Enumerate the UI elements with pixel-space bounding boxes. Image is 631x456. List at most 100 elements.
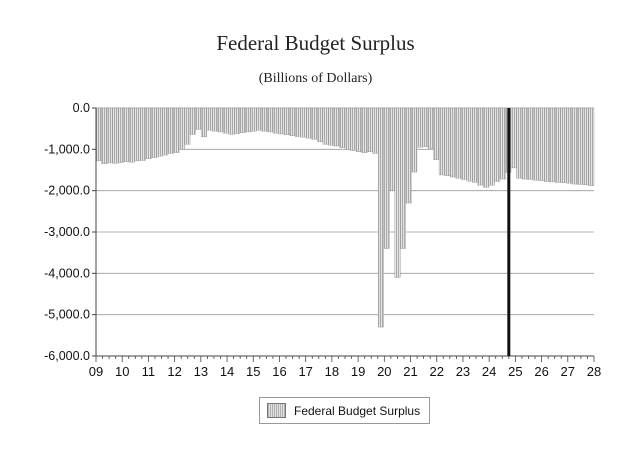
bar <box>162 107 169 156</box>
bar <box>411 107 418 173</box>
bar <box>278 107 285 135</box>
bar <box>577 107 584 185</box>
bar <box>306 107 312 139</box>
bar <box>472 107 478 183</box>
bar <box>477 107 484 186</box>
bar <box>250 107 257 132</box>
y-tick-label: -3,000.0 <box>44 225 90 239</box>
bar <box>444 107 451 176</box>
bar <box>461 107 467 180</box>
bar <box>112 107 119 164</box>
bar <box>588 107 595 186</box>
bar <box>178 107 185 150</box>
bar <box>200 107 207 138</box>
bar <box>416 107 423 148</box>
bar <box>499 107 506 180</box>
bar <box>366 107 373 152</box>
bar <box>566 107 573 184</box>
bar <box>516 107 523 179</box>
bar <box>189 107 196 135</box>
x-tick-label: 19 <box>351 364 365 379</box>
bar <box>378 107 384 328</box>
bar <box>538 107 545 181</box>
bar <box>151 107 158 158</box>
bar <box>195 107 202 130</box>
bar <box>145 107 152 160</box>
legend-label: Federal Budget Surplus <box>294 403 421 418</box>
bar <box>245 107 252 133</box>
bar <box>206 107 213 131</box>
y-tick-label: -6,000.0 <box>44 349 90 363</box>
x-tick-label: 17 <box>298 364 312 379</box>
x-tick-label: 12 <box>167 364 181 379</box>
bar <box>184 107 191 145</box>
y-tick-label: 0.0 <box>73 101 90 115</box>
bar <box>527 107 534 180</box>
bar <box>272 107 279 134</box>
bar <box>494 107 501 182</box>
chart-subtitle: (Billions of Dollars) <box>258 71 373 86</box>
bar <box>361 107 368 153</box>
x-tick-label: 10 <box>115 364 129 379</box>
bar <box>228 107 235 135</box>
bar <box>571 107 578 185</box>
bar <box>101 107 108 164</box>
bar <box>339 107 346 148</box>
x-tick-label: 20 <box>377 364 391 379</box>
bar <box>322 107 329 145</box>
bar <box>300 107 307 138</box>
bar <box>510 107 517 169</box>
bar <box>427 107 434 149</box>
bar <box>560 107 567 183</box>
bar <box>344 107 351 150</box>
bar <box>256 107 263 131</box>
bar <box>405 107 412 204</box>
bar <box>173 107 180 153</box>
bar <box>261 107 268 132</box>
bar <box>167 107 174 154</box>
x-tick-label: 18 <box>325 364 339 379</box>
bar <box>134 107 141 162</box>
bar <box>212 107 218 132</box>
bar <box>333 107 340 147</box>
bar <box>438 107 445 176</box>
bar <box>433 107 440 160</box>
x-tick-label: 16 <box>272 364 286 379</box>
y-tick-label: -1,000.0 <box>44 142 90 156</box>
bar <box>283 107 290 136</box>
y-tick-label: -5,000.0 <box>44 308 90 322</box>
x-tick-label: 27 <box>561 364 575 379</box>
chart-title: Federal Budget Surplus <box>216 31 415 55</box>
x-tick-label: 23 <box>456 364 470 379</box>
bar <box>317 107 324 143</box>
bar <box>267 107 274 133</box>
x-tick-label: 22 <box>430 364 444 379</box>
bar <box>355 107 362 152</box>
y-tick-label: -2,000.0 <box>44 184 90 198</box>
bar <box>455 107 462 179</box>
x-tick-label: 09 <box>89 364 103 379</box>
bar <box>223 107 229 134</box>
bar <box>549 107 556 183</box>
bar <box>311 107 318 140</box>
bar <box>140 107 146 161</box>
x-tick-label: 13 <box>194 364 208 379</box>
bar <box>483 107 490 188</box>
x-tick-label: 24 <box>482 364 496 379</box>
bar <box>117 107 124 163</box>
legend: Federal Budget Surplus <box>259 397 430 424</box>
x-tick-label: 25 <box>508 364 522 379</box>
bar <box>106 107 113 164</box>
bar <box>544 107 550 182</box>
bar <box>217 107 224 133</box>
x-tick-label: 26 <box>534 364 548 379</box>
bar <box>328 107 335 146</box>
bar <box>239 107 246 133</box>
bar <box>400 107 407 249</box>
bar <box>129 107 135 163</box>
bar <box>156 107 163 157</box>
bar <box>582 107 589 186</box>
bar <box>123 107 130 162</box>
